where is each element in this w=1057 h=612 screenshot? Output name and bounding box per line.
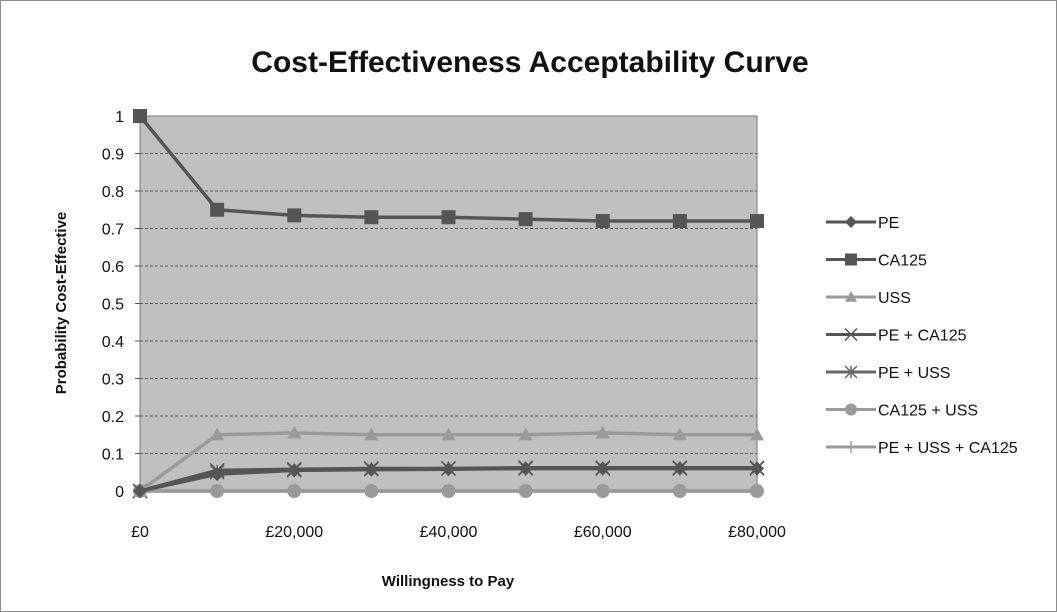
legend-item-pe-uss-ca125: PE + USS + CA125	[826, 440, 1018, 457]
legend-swatch-marker	[845, 216, 857, 228]
chart-title: Cost-Effectiveness Acceptability Curve	[251, 46, 808, 79]
data-point-ca125	[133, 109, 147, 123]
data-point-uss	[364, 427, 379, 441]
legend-item-pe: PE	[826, 215, 899, 232]
data-point-uss	[750, 427, 764, 441]
legend-label: PE	[878, 215, 899, 232]
data-point-ca125	[518, 212, 533, 227]
y-tick-label: 0.5	[102, 297, 124, 314]
data-point-ca125	[750, 214, 764, 228]
data-point-pe	[210, 467, 225, 482]
legend-swatch-marker	[845, 403, 857, 416]
data-point-ca125	[364, 210, 379, 225]
legend: PE CA125 USS PE + CA125 PE + USS CA125 + USS P…	[826, 215, 1018, 457]
legend-label: CA125	[878, 253, 927, 270]
legend-item-pe-ca125: PE + CA125	[826, 328, 967, 345]
data-point-ca125	[595, 214, 610, 228]
data-point-pe	[364, 462, 379, 477]
data-point-ca125-uss	[441, 484, 456, 498]
data-point-ca125-uss	[672, 484, 687, 498]
legend-swatch-marker	[845, 291, 857, 302]
y-tick-label: 1	[115, 109, 124, 126]
data-point-ca125-uss	[210, 484, 225, 498]
data-point-ca125-uss	[364, 484, 379, 498]
x-axis-ticks: £0 £20,000 £40,000 £60,000 £80,000	[131, 491, 786, 541]
data-point-pe	[595, 461, 610, 476]
gridlines	[140, 153, 757, 454]
y-tick-label: 0.3	[102, 372, 124, 389]
series-ca125	[133, 109, 764, 228]
y-tick-label: 0.7	[102, 222, 124, 239]
data-point-uss	[595, 425, 610, 439]
y-axis-title: Probability Cost-Effective	[53, 212, 70, 395]
legend-label: USS	[878, 290, 911, 307]
data-point-ca125-uss	[750, 484, 764, 498]
y-axis-ticks: 0 0.1 0.2 0.3 0.4 0.5 0.6 0.7 0.8 0.9 1	[102, 109, 140, 501]
data-point-ca125-uss	[518, 484, 533, 498]
legend-label: PE + USS + CA125	[878, 440, 1018, 457]
legend-swatch-marker	[844, 327, 858, 342]
y-tick-label: 0.9	[102, 147, 124, 164]
x-tick-label: £40,000	[420, 524, 478, 541]
legend-swatch-marker	[845, 253, 857, 266]
data-point-uss	[672, 427, 687, 441]
x-axis-title: Willingness to Pay	[382, 573, 515, 590]
data-point-ca125-uss	[595, 484, 610, 498]
x-tick-label: £0	[131, 524, 149, 541]
data-point-ca125	[672, 214, 687, 228]
data-point-pe	[750, 461, 764, 476]
y-tick-label: 0	[115, 484, 124, 501]
series-layer	[132, 109, 765, 499]
data-point-ca125-uss	[287, 484, 302, 498]
legend-label: PE + USS	[878, 365, 950, 382]
legend-item-ca125-uss: CA125 + USS	[826, 403, 978, 420]
data-point-uss	[210, 427, 225, 441]
legend-swatch-marker	[844, 365, 858, 379]
data-point-uss	[441, 427, 456, 441]
y-tick-label: 0.4	[102, 334, 124, 351]
legend-item-ca125: CA125	[826, 253, 927, 270]
legend-label: CA125 + USS	[878, 403, 978, 420]
x-tick-label: £80,000	[728, 524, 786, 541]
legend-swatch-marker	[845, 441, 857, 453]
data-point-uss	[287, 425, 302, 439]
series-uss	[133, 425, 764, 497]
data-point-ca125	[441, 210, 456, 225]
marker-stroke	[844, 327, 858, 342]
y-tick-label: 0.2	[102, 409, 124, 426]
legend-item-pe-uss: PE + USS	[826, 365, 950, 382]
y-tick-label: 0.1	[102, 447, 124, 464]
data-point-pe	[133, 484, 147, 498]
series-ca125-uss	[133, 484, 764, 498]
data-point-uss	[518, 427, 533, 441]
data-point-pe	[672, 461, 687, 476]
data-point-ca125	[210, 202, 225, 217]
data-point-pe	[441, 462, 456, 477]
y-tick-label: 0.6	[102, 259, 124, 276]
x-tick-label: £20,000	[265, 524, 323, 541]
data-point-pe	[518, 461, 533, 476]
data-point-ca125	[287, 208, 302, 223]
data-point-pe	[287, 463, 302, 478]
series-pe	[133, 461, 764, 498]
x-tick-label: £60,000	[574, 524, 632, 541]
legend-item-uss: USS	[826, 290, 911, 307]
y-tick-label: 0.8	[102, 184, 124, 201]
legend-label: PE + CA125	[878, 328, 967, 345]
